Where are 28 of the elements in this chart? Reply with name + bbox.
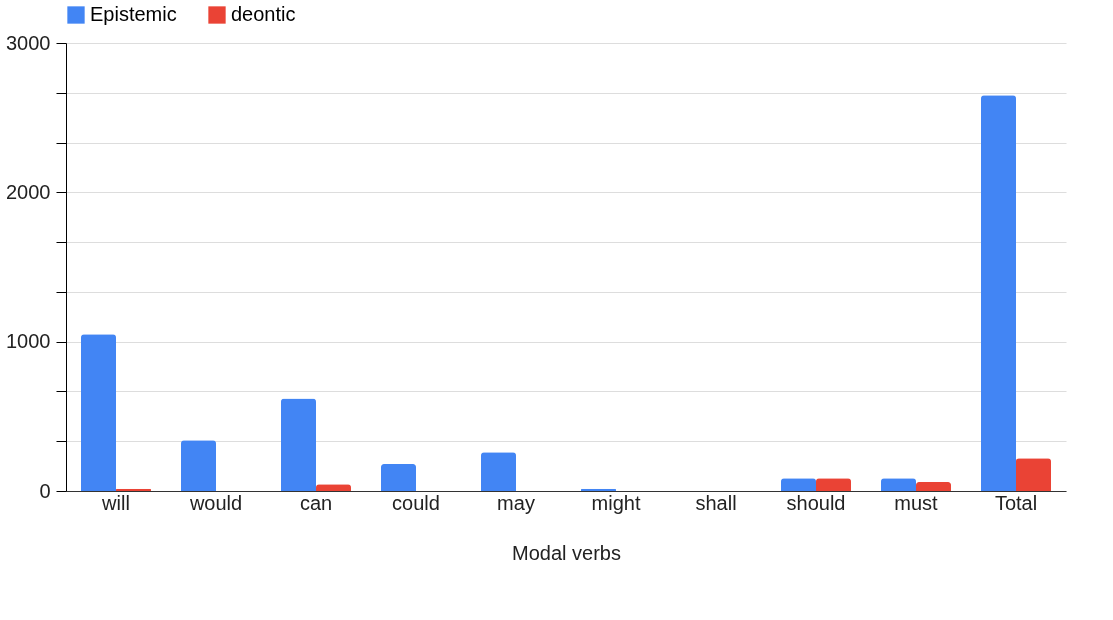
x-tick-label: might	[591, 491, 641, 514]
x-tick-label: Total	[994, 491, 1038, 514]
bar	[881, 478, 916, 491]
x-tick-label: will	[101, 491, 130, 514]
x-tick-label: may	[497, 491, 535, 514]
x-tick-label: could	[392, 491, 440, 514]
bar	[781, 478, 816, 491]
legend-label: Epistemic	[90, 3, 177, 25]
bar	[481, 452, 516, 491]
y-tick-label: 0	[39, 479, 51, 502]
bar	[181, 440, 216, 491]
bar	[1016, 458, 1051, 491]
x-tick-label: should	[786, 491, 846, 514]
x-tick-label: would	[188, 491, 243, 514]
y-tick-label: 2000	[6, 180, 51, 203]
x-axis-title: Modal verbs	[512, 541, 621, 564]
legend-label: deontic	[231, 3, 296, 25]
x-tick-label: must	[894, 491, 939, 514]
bar	[281, 398, 316, 491]
bar	[81, 334, 116, 491]
x-tick-label: can	[299, 491, 333, 514]
bar	[816, 478, 851, 491]
bar	[381, 464, 416, 491]
bar	[916, 482, 951, 491]
y-tick-label: 3000	[6, 31, 51, 54]
x-tick-label: shall	[695, 491, 737, 514]
bar	[981, 95, 1016, 491]
y-tick-label: 1000	[6, 330, 51, 353]
